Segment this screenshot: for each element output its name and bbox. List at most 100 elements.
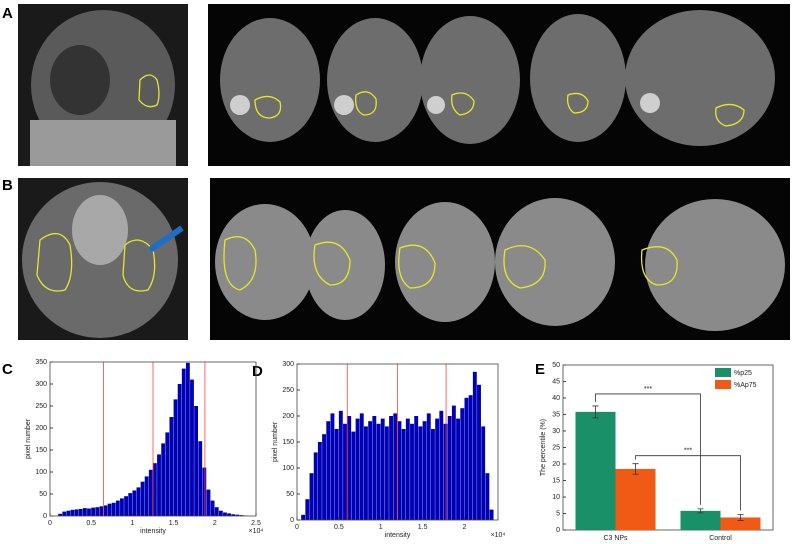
histogram-bar <box>169 417 174 516</box>
y-tick-label: 300 <box>282 361 294 368</box>
y-tick-label: 200 <box>35 425 47 432</box>
histogram-bar <box>173 399 178 516</box>
histogram-bar <box>364 426 368 520</box>
x-multiplier: ×10⁴ <box>491 532 506 539</box>
histogram-bar <box>181 368 186 516</box>
legend-label: %p25 <box>734 370 752 377</box>
histogram-bar <box>359 413 364 520</box>
significance-label: *** <box>644 386 652 393</box>
histogram-bar <box>485 473 490 520</box>
x-axis-label: intensity <box>140 528 166 535</box>
histogram-bar <box>393 413 398 520</box>
x-tick-label: 0.5 <box>86 520 96 527</box>
histogram-bar <box>301 514 306 520</box>
histogram-bar <box>351 431 356 520</box>
histogram-bar <box>95 507 100 516</box>
histogram-bar <box>161 443 166 516</box>
histogram-bar <box>210 500 215 516</box>
x-tick-label: 1 <box>379 524 383 531</box>
histogram-bar <box>227 513 231 516</box>
histogram-bar <box>235 514 240 516</box>
plot-frame <box>49 361 257 517</box>
y-tick-label: 25 <box>552 444 560 451</box>
histogram-bar <box>460 408 465 520</box>
histogram-bar <box>380 418 385 520</box>
histogram-bar <box>414 416 419 520</box>
y-tick-label: 350 <box>35 359 47 366</box>
y-axis-label: pixel number <box>272 421 279 462</box>
panel-label: B <box>2 177 13 194</box>
histogram-bar <box>128 493 133 516</box>
histogram-bar <box>58 513 63 516</box>
panel-label: E <box>535 361 545 378</box>
histogram-bar <box>223 512 227 516</box>
histogram-bar <box>401 429 406 520</box>
significance-label: *** <box>684 448 692 455</box>
histogram-bar <box>435 418 440 520</box>
y-tick-label: 0 <box>43 513 47 520</box>
error-bar <box>592 405 599 419</box>
histogram-bar <box>136 487 141 516</box>
bar <box>720 517 761 530</box>
histogram-bar <box>165 432 170 516</box>
x-tick-label: 2 <box>213 520 217 527</box>
histogram-bar <box>194 406 199 516</box>
panel-label: D <box>252 363 263 380</box>
histogram-bar <box>309 473 314 520</box>
error-bar <box>737 514 744 521</box>
histogram-bar <box>62 511 67 516</box>
y-tick-label: 35 <box>552 411 560 418</box>
histogram-bar <box>202 467 207 516</box>
histogram-bar <box>447 416 452 520</box>
histogram-bar <box>317 442 322 520</box>
histogram-bar <box>214 507 219 516</box>
histogram-bar <box>418 426 423 520</box>
histogram-bar <box>322 434 327 520</box>
y-tick-label: 150 <box>282 439 294 446</box>
x-tick-label: 1.5 <box>418 524 428 531</box>
y-tick-label: 40 <box>552 395 560 402</box>
histogram-bar <box>218 510 223 516</box>
histogram-bar <box>99 506 104 516</box>
histogram-bar <box>372 416 377 520</box>
histogram-bar <box>376 423 381 520</box>
legend-label: %Ap75 <box>734 382 757 389</box>
bar <box>680 510 721 530</box>
y-tick-label: 200 <box>282 413 294 420</box>
histogram-bar <box>368 421 373 520</box>
histogram-bar <box>477 384 481 520</box>
y-tick-label: 45 <box>552 378 560 385</box>
histogram-bar <box>148 469 153 516</box>
x-tick-label: 1.5 <box>169 520 179 527</box>
histogram-bar <box>468 395 473 520</box>
histogram-bar <box>431 429 435 520</box>
histogram-bar <box>120 498 124 516</box>
histogram-bar <box>78 508 83 516</box>
histogram-bar <box>472 371 477 520</box>
mri-images-b <box>18 178 790 340</box>
histogram-bar <box>355 418 360 520</box>
legend-swatch <box>715 368 731 377</box>
y-tick-label: 0 <box>290 517 294 524</box>
error-bar <box>697 508 704 514</box>
bar <box>575 411 616 530</box>
histogram-bar <box>334 429 339 520</box>
x-axis-label: intensity <box>385 532 411 539</box>
histogram-bar <box>124 496 128 516</box>
y-tick-label: 250 <box>35 403 47 410</box>
histogram-bar <box>157 454 161 516</box>
histogram-bar <box>132 490 137 516</box>
histogram-bar <box>426 413 431 520</box>
histogram-bar <box>439 410 444 520</box>
histogram-bar <box>305 499 310 520</box>
x-tick-label: C3 NPs <box>603 535 628 542</box>
histogram-bar <box>422 421 427 520</box>
histogram-bar <box>111 502 116 516</box>
y-tick-label: 10 <box>552 494 560 501</box>
histogram-bar <box>443 423 448 520</box>
histogram-bar <box>198 441 203 516</box>
histogram-bar <box>66 510 71 516</box>
histogram-bar <box>384 426 389 520</box>
